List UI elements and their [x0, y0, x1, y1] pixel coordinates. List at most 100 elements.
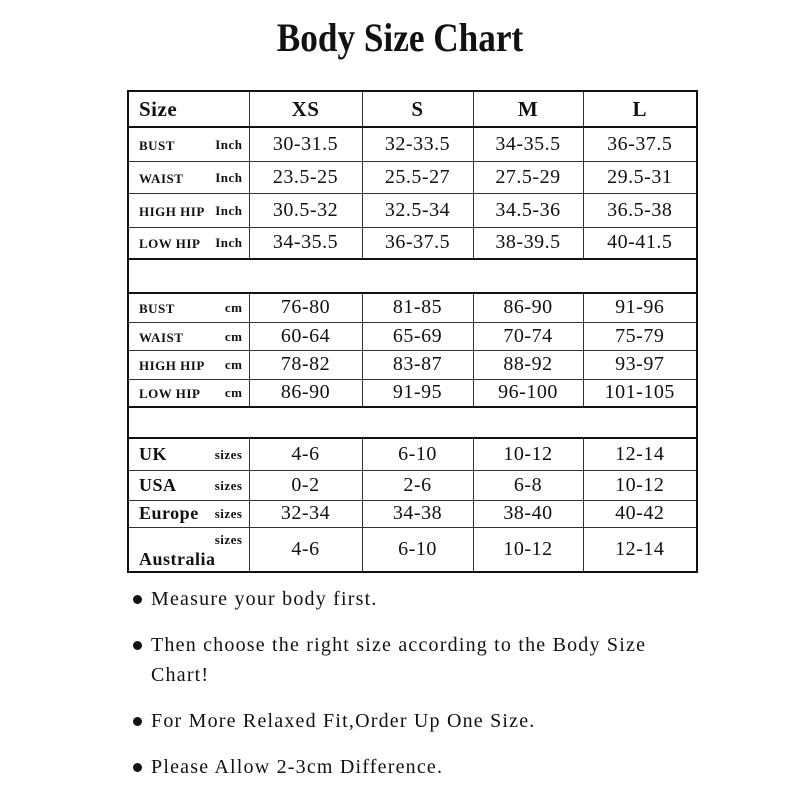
row-measure: BUST [139, 137, 175, 153]
value-cell: 75-79 [582, 321, 698, 351]
row-unit: cm [224, 328, 243, 344]
value-cell: 88-92 [472, 349, 584, 380]
header-row: Size XS S M L [127, 90, 698, 128]
value-cell: 60-64 [248, 321, 363, 351]
value-cell: 12-14 [582, 437, 698, 471]
row-label: Inch WAIST [127, 160, 250, 194]
row-unit: Inch [215, 202, 243, 218]
value-cell: 83-87 [361, 349, 474, 380]
row-measure: Europe [139, 503, 199, 523]
row-label: sizes UK [127, 437, 250, 471]
value-cell: 23.5-25 [248, 160, 363, 194]
notes-list: Measure your body first. Then choose the… [133, 584, 733, 798]
size-header-label: Size [127, 90, 250, 128]
row-unit: Inch [215, 169, 243, 185]
size-header-l: L [582, 90, 698, 128]
value-cell: 91-96 [582, 292, 698, 323]
row-measure: USA [139, 474, 177, 495]
table-row: cm HIGH HIP 78-82 83-87 88-92 93-97 [127, 349, 698, 380]
size-chart-table: Size XS S M L Inch BUST 30-31.5 32-33.5 34-35.5 36… [127, 90, 698, 573]
row-unit: sizes [214, 477, 243, 493]
row-measure: UK [139, 443, 167, 464]
value-cell: 65-69 [361, 321, 474, 351]
row-measure: Australia [139, 548, 216, 569]
spacer-row [128, 406, 697, 439]
header-label: Size [139, 96, 178, 121]
row-measure: WAIST [139, 170, 184, 186]
value-cell: 93-97 [582, 349, 698, 380]
value-cell: 36-37.5 [361, 226, 474, 260]
value-cell: 2-6 [361, 469, 474, 501]
row-measure: WAIST [139, 329, 184, 345]
row-unit: Inch [215, 136, 243, 152]
value-cell: 32.5-34 [361, 192, 474, 228]
row-measure: LOW HIP [139, 236, 201, 252]
table-row: sizes UK 4-6 6-10 10-12 12-14 [127, 437, 698, 471]
value-cell: 81-85 [361, 292, 474, 323]
row-unit: cm [224, 357, 243, 372]
row-label: sizes Europe [127, 499, 250, 528]
size-header-m: M [472, 90, 584, 128]
value-cell: 6-8 [472, 469, 584, 501]
row-label: sizes USA [127, 469, 250, 501]
row-measure: BUST [139, 301, 175, 317]
value-cell: 38-39.5 [472, 226, 584, 260]
value-cell: 38-40 [472, 499, 584, 528]
value-cell: 6-10 [361, 526, 474, 573]
table-row: Inch HIGH HIP 30.5-32 32.5-34 34.5-36 36.5-38 [127, 192, 698, 228]
value-cell: 91-95 [361, 378, 474, 408]
row-label: Inch BUST [127, 126, 250, 162]
value-cell: 40-41.5 [582, 226, 698, 260]
value-cell: 34.5-36 [472, 192, 584, 228]
value-cell: 34-35.5 [248, 226, 363, 260]
spacer-cell [128, 258, 697, 294]
value-cell: 34-38 [361, 499, 474, 528]
table-row: sizes Australia 4-6 6-10 10-12 12-14 [127, 526, 698, 573]
value-cell: 70-74 [472, 321, 584, 351]
value-cell: 86-90 [248, 378, 363, 408]
note-item: Please Allow 2-3cm Difference. [133, 752, 733, 782]
value-cell: 12-14 [582, 526, 698, 573]
row-unit: sizes [214, 446, 243, 462]
spacer-row [128, 258, 697, 294]
row-measure: LOW HIP [139, 386, 201, 402]
value-cell: 101-105 [582, 378, 698, 408]
spacer-cell [128, 406, 697, 439]
row-unit: cm [224, 300, 243, 316]
value-cell: 4-6 [248, 526, 363, 573]
table-row: Inch BUST 30-31.5 32-33.5 34-35.5 36-37.5 [127, 126, 698, 162]
row-label: Inch HIGH HIP [127, 192, 250, 228]
value-cell: 36.5-38 [582, 192, 698, 228]
value-cell: 10-12 [472, 526, 584, 573]
value-cell: 76-80 [248, 292, 363, 323]
value-cell: 78-82 [248, 349, 363, 380]
row-measure: HIGH HIP [139, 203, 205, 219]
size-header-xs: XS [248, 90, 363, 128]
row-label: cm HIGH HIP [127, 349, 250, 380]
value-cell: 27.5-29 [472, 160, 584, 194]
value-cell: 30-31.5 [248, 126, 363, 162]
table-row: sizes Europe 32-34 34-38 38-40 40-42 [127, 499, 698, 528]
table-row: cm BUST 76-80 81-85 86-90 91-96 [127, 292, 698, 323]
row-label: Inch LOW HIP [127, 226, 250, 260]
value-cell: 40-42 [582, 499, 698, 528]
row-label: sizes Australia [127, 526, 250, 573]
note-item: For More Relaxed Fit,Order Up One Size. [133, 706, 733, 736]
row-unit: Inch [215, 235, 243, 251]
value-cell: 4-6 [248, 437, 363, 471]
value-cell: 10-12 [472, 437, 584, 471]
row-label: cm WAIST [127, 321, 250, 351]
row-unit: sizes [214, 506, 243, 521]
row-measure: HIGH HIP [139, 358, 205, 373]
row-label: cm LOW HIP [127, 378, 250, 408]
row-label: cm BUST [127, 292, 250, 323]
page-title: Body Size Chart [276, 15, 524, 60]
value-cell: 29.5-31 [582, 160, 698, 194]
value-cell: 6-10 [361, 437, 474, 471]
table-row: cm LOW HIP 86-90 91-95 96-100 101-105 [127, 378, 698, 408]
note-item: Then choose the right size according to … [133, 630, 691, 690]
table-row: Inch LOW HIP 34-35.5 36-37.5 38-39.5 40-41.5 [127, 226, 698, 260]
value-cell: 36-37.5 [582, 126, 698, 162]
row-unit: cm [224, 385, 243, 401]
value-cell: 30.5-32 [248, 192, 363, 228]
